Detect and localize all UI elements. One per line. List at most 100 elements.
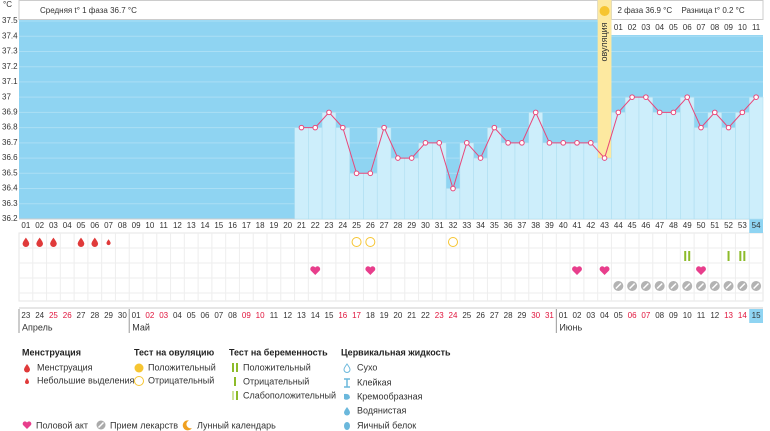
date-label: 05 — [187, 311, 196, 320]
ovulation-marker — [599, 6, 610, 16]
y-tick-label: 36.5 — [2, 168, 18, 177]
x-tick-label: 16 — [228, 221, 237, 230]
bar — [666, 112, 681, 220]
temperature-point — [601, 155, 608, 161]
bar — [294, 127, 309, 220]
temperature-point — [353, 170, 360, 177]
y-tick-label: 37.5 — [2, 16, 18, 25]
icon — [344, 378, 350, 388]
x-tick-label: 49 — [683, 221, 692, 230]
y-tick-label: 36.7 — [2, 138, 18, 147]
x-tick-label: 20 — [283, 221, 292, 230]
bar — [432, 142, 447, 220]
x-tick-label: 51 — [710, 221, 719, 230]
phase2-avg: 2 фаза 36.9 °C — [617, 6, 672, 15]
x-tick-label: 46 — [641, 221, 650, 230]
date-label: 04 — [600, 311, 609, 320]
icon — [232, 363, 234, 372]
bar — [363, 173, 378, 220]
legend-item: Положительный — [148, 362, 216, 372]
phase-diff: Разница t° 0.2 °C — [681, 6, 744, 15]
phase2-day: 01 — [614, 23, 623, 32]
medicine-mark — [615, 282, 622, 290]
legend-item: Отрицательный — [148, 375, 214, 385]
phase2-day: 04 — [655, 23, 664, 32]
x-tick-label: 07 — [104, 221, 113, 230]
phase1-avg: Средняя t° 1 фаза 36.7 °C — [40, 6, 137, 15]
phase2-day: 05 — [669, 23, 678, 32]
bar — [404, 157, 419, 220]
bar — [583, 142, 598, 220]
icon — [236, 391, 238, 400]
x-tick-label: 27 — [380, 221, 389, 230]
date-label: 22 — [421, 311, 430, 320]
bar — [459, 142, 474, 220]
icon — [134, 376, 144, 386]
bar — [349, 173, 364, 220]
date-label: 25 — [462, 311, 471, 320]
x-tick-label: 18 — [256, 221, 265, 230]
bar — [528, 112, 543, 220]
y-tick-label: 36.3 — [2, 199, 18, 208]
x-tick-label: 34 — [476, 221, 485, 230]
medicine-mark — [656, 282, 663, 290]
date-label: 16 — [338, 311, 347, 320]
date-label: 15 — [752, 311, 761, 320]
bar — [735, 112, 750, 220]
date-label: 11 — [697, 311, 706, 320]
x-tick-label: 08 — [118, 221, 127, 230]
icon — [24, 364, 30, 373]
x-tick-label: 21 — [297, 221, 306, 230]
icon — [236, 363, 238, 372]
bar — [445, 188, 461, 220]
legend-title: Менструация — [22, 347, 81, 357]
icon — [25, 378, 29, 384]
bar — [652, 112, 667, 220]
legend-item: Положительный — [243, 362, 311, 372]
medicine-mark — [725, 282, 732, 290]
temperature-point — [643, 94, 649, 100]
icon — [97, 421, 105, 429]
x-tick-label: 25 — [352, 221, 361, 230]
date-label: 01 — [132, 311, 141, 320]
date-label: 09 — [669, 311, 678, 320]
y-tick-label: 37 — [2, 92, 11, 101]
date-label: 03 — [586, 311, 595, 320]
x-tick-label: 37 — [517, 221, 526, 230]
temperature-point — [753, 94, 759, 100]
x-tick-label: 13 — [187, 221, 196, 230]
pregnancy-test — [684, 251, 687, 261]
temperature-point — [656, 109, 663, 116]
date-label: 30 — [531, 311, 540, 320]
temperature-point — [339, 124, 346, 131]
phase2-row — [611, 20, 763, 35]
temperature-point — [519, 140, 525, 146]
sex-mark — [310, 266, 321, 275]
icon — [344, 407, 350, 416]
x-tick-label: 12 — [173, 221, 182, 230]
x-tick-label: 19 — [269, 221, 278, 230]
date-label: 13 — [297, 311, 306, 320]
temperature-point — [629, 94, 635, 100]
date-label: 17 — [352, 311, 361, 320]
date-label: 27 — [490, 311, 499, 320]
legend-item: Лунный календарь — [197, 420, 276, 430]
bar — [376, 127, 392, 220]
date-label: 07 — [214, 311, 223, 320]
legend-item: Половой акт — [36, 420, 88, 430]
legend-item: Прием лекарств — [110, 420, 178, 430]
temperature-point — [587, 140, 594, 146]
temperature-point — [684, 94, 691, 100]
temperature-point — [546, 140, 553, 146]
date-label: 07 — [641, 311, 650, 320]
x-tick-label: 23 — [325, 221, 334, 230]
medicine-mark — [670, 282, 677, 290]
pregnancy-test — [688, 251, 691, 261]
legend-title: Тест на беременность — [229, 347, 328, 357]
temperature-line — [301, 96, 757, 191]
legend-item: Слабоположительный — [243, 390, 336, 400]
x-tick-label: 04 — [63, 221, 72, 230]
x-tick-label: 50 — [697, 221, 706, 230]
date-label: 23 — [435, 311, 444, 320]
